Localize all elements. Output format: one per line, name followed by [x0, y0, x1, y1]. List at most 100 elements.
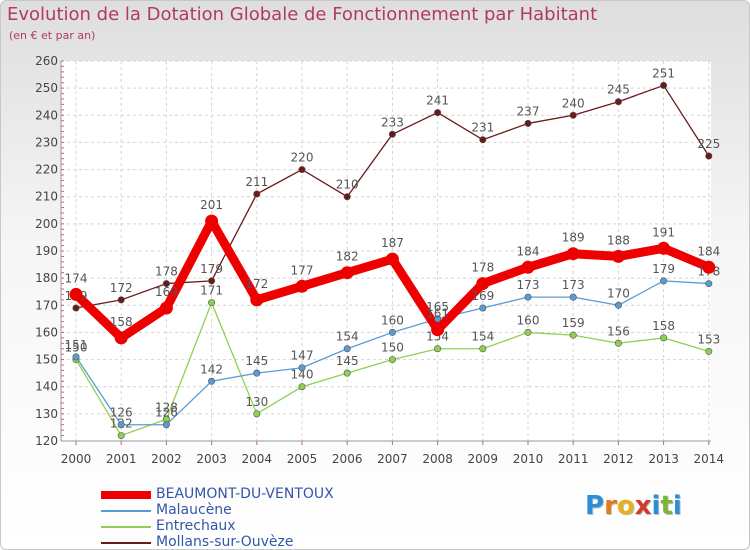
data-point — [388, 356, 396, 364]
data-point — [660, 81, 668, 89]
data-point — [569, 111, 577, 119]
data-point — [434, 315, 442, 323]
y-tick-label: 240 — [35, 108, 58, 122]
data-point — [162, 280, 170, 288]
data-point — [705, 152, 713, 160]
data-label: 154 — [426, 330, 449, 344]
data-label: 191 — [652, 225, 675, 239]
data-point — [205, 214, 219, 228]
logo-letter: i — [651, 491, 661, 521]
data-point — [343, 369, 351, 377]
data-point — [208, 299, 216, 307]
data-point — [388, 130, 396, 138]
data-label: 156 — [607, 324, 630, 338]
data-label: 154 — [336, 330, 359, 344]
x-tick-label: 2008 — [422, 452, 453, 466]
data-point — [569, 331, 577, 339]
data-point — [611, 249, 625, 263]
data-point — [72, 353, 80, 361]
data-label: 178 — [471, 261, 494, 275]
data-point — [705, 280, 713, 288]
data-point — [521, 260, 535, 274]
data-point — [614, 301, 622, 309]
data-label: 173 — [562, 278, 585, 292]
x-tick-label: 2005 — [287, 452, 318, 466]
data-label: 187 — [381, 236, 404, 250]
y-tick-label: 130 — [35, 407, 58, 421]
data-label: 189 — [562, 231, 585, 245]
legend-swatch — [101, 510, 151, 512]
x-tick-label: 2014 — [694, 452, 725, 466]
legend-label: Malaucène — [156, 502, 232, 518]
data-point — [524, 293, 532, 301]
data-label: 233 — [381, 115, 404, 129]
x-tick-label: 2011 — [558, 452, 589, 466]
data-label: 240 — [562, 96, 585, 110]
data-point — [388, 328, 396, 336]
data-label: 160 — [381, 313, 404, 327]
data-point — [614, 339, 622, 347]
data-point — [117, 421, 125, 429]
data-label: 184 — [517, 244, 540, 258]
data-label: 184 — [697, 244, 720, 258]
x-tick-label: 2003 — [196, 452, 227, 466]
y-tick-label: 150 — [35, 353, 58, 367]
data-label: 165 — [426, 300, 449, 314]
legend-item: Mollans-sur-Ouvèze — [101, 534, 401, 550]
data-label: 179 — [200, 262, 223, 276]
data-label: 171 — [200, 284, 223, 298]
data-point — [702, 260, 716, 274]
logo-letter: t — [660, 491, 673, 521]
data-point — [385, 252, 399, 266]
data-point — [660, 334, 668, 342]
data-label: 245 — [607, 83, 630, 97]
y-tick-label: 180 — [35, 271, 58, 285]
data-label: 237 — [517, 104, 540, 118]
y-tick-label: 260 — [35, 54, 58, 68]
data-label: 241 — [426, 94, 449, 108]
data-point — [569, 293, 577, 301]
x-tick-label: 2007 — [377, 452, 408, 466]
data-label: 147 — [291, 349, 314, 363]
chart-title: Evolution de la Dotation Globale de Fonc… — [7, 4, 598, 25]
data-point — [298, 166, 306, 174]
data-label: 130 — [245, 395, 268, 409]
data-point — [69, 287, 83, 301]
logo-letter: o — [616, 491, 635, 521]
data-label: 210 — [336, 178, 359, 192]
data-label: 169 — [155, 285, 178, 299]
data-point — [72, 304, 80, 312]
data-label: 173 — [517, 278, 540, 292]
data-point — [208, 377, 216, 385]
data-label: 179 — [652, 262, 675, 276]
y-tick-label: 220 — [35, 163, 58, 177]
data-point — [657, 241, 671, 255]
data-label: 174 — [65, 271, 88, 285]
data-label: 178 — [155, 265, 178, 279]
legend-label: Mollans-sur-Ouvèze — [156, 534, 294, 550]
y-tick-label: 230 — [35, 135, 58, 149]
data-point — [524, 328, 532, 336]
y-tick-label: 160 — [35, 325, 58, 339]
data-point — [208, 277, 216, 285]
data-label: 151 — [65, 338, 88, 352]
data-point — [117, 296, 125, 304]
data-label: 188 — [607, 233, 630, 247]
data-label: 225 — [697, 137, 720, 151]
data-label: 142 — [200, 362, 223, 376]
data-label: 128 — [155, 400, 178, 414]
data-point — [479, 136, 487, 144]
data-label: 182 — [336, 250, 359, 264]
data-label: 169 — [471, 289, 494, 303]
data-point — [114, 331, 128, 345]
data-label: 145 — [336, 354, 359, 368]
data-point — [705, 347, 713, 355]
data-point — [253, 369, 261, 377]
data-point — [250, 293, 264, 307]
data-point — [295, 279, 309, 293]
data-label: 251 — [652, 66, 675, 80]
data-point — [434, 345, 442, 353]
data-point — [479, 304, 487, 312]
data-label: 154 — [471, 330, 494, 344]
data-point — [431, 323, 445, 337]
